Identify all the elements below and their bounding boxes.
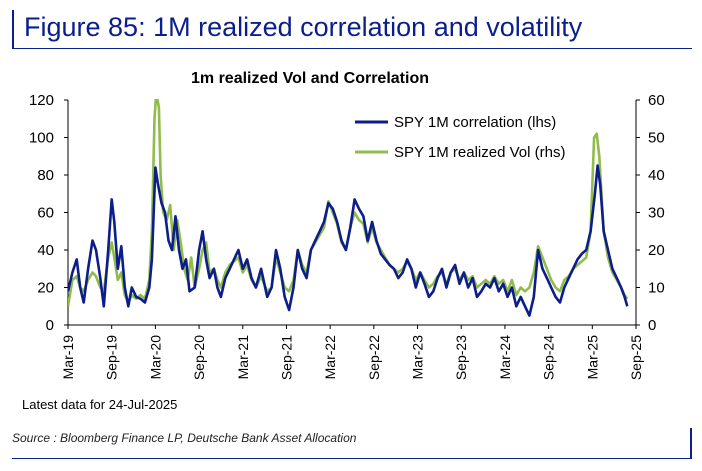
x-tick-label: Sep-24 (541, 335, 557, 380)
left-tick-label: 20 (37, 280, 54, 297)
x-tick-label: Sep-22 (366, 335, 382, 380)
x-tick-label: Mar-25 (584, 335, 600, 380)
right-tick-label: 10 (648, 280, 665, 297)
left-tick-label: 40 (37, 242, 54, 259)
header-rule (12, 48, 692, 49)
right-tick-label: 30 (648, 205, 665, 222)
x-tick-label: Mar-20 (147, 335, 163, 380)
figure-title: Figure 85: 1M realized correlation and v… (24, 12, 583, 42)
x-tick-label: Mar-23 (410, 335, 426, 380)
x-tick-label: Sep-23 (453, 335, 469, 380)
left-tick-label: 80 (37, 167, 54, 184)
left-tick-label: 100 (29, 130, 54, 147)
plot-area (68, 99, 629, 317)
source-text: Source : Bloomberg Finance LP, Deutsche … (12, 431, 357, 445)
footer-accent-bar (690, 428, 692, 458)
right-tick-label: 40 (648, 167, 665, 184)
x-tick-label: Sep-19 (104, 335, 120, 380)
chart-title: 1m realized Vol and Correlation (191, 70, 429, 87)
footer-rule (12, 458, 692, 459)
legend: SPY 1M correlation (lhs) SPY 1M realized … (355, 114, 565, 161)
chart-svg: 1m realized Vol and Correlation 0 20 40 60 8… (29, 70, 665, 380)
figure-header: Figure 85: 1M realized correlation and v… (12, 6, 692, 49)
x-tick-label: Mar-24 (497, 335, 513, 380)
header-accent-bar (12, 10, 14, 48)
right-tick-label: 50 (648, 130, 665, 147)
x-tick-label: Mar-21 (235, 335, 251, 380)
x-tick-label: Mar-19 (60, 335, 76, 380)
right-tick-label: 0 (648, 317, 656, 334)
left-tick-label: 60 (37, 205, 54, 222)
left-tick-label: 0 (46, 317, 54, 334)
right-tick-label: 60 (648, 92, 665, 109)
x-tick-label: Sep-21 (278, 335, 294, 380)
legend-label-correlation: SPY 1M correlation (lhs) (394, 114, 556, 131)
left-tick-label: 120 (29, 92, 54, 109)
right-tick-label: 20 (648, 242, 665, 259)
chart-container: 1m realized Vol and Correlation 0 20 40 60 8… (0, 60, 702, 415)
axes: 0 20 40 60 80 100 120 0 10 20 30 40 50 60 Mar-19 Sep-19… (29, 92, 665, 380)
legend-label-vol: SPY 1M realized Vol (rhs) (394, 144, 565, 161)
x-tick-label: Sep-20 (191, 335, 207, 380)
latest-data-note: Latest data for 24-Jul-2025 (22, 397, 178, 412)
x-tick-label: Sep-25 (628, 335, 644, 380)
x-tick-label: Mar-22 (322, 335, 338, 380)
correlation-series-line (68, 164, 629, 317)
